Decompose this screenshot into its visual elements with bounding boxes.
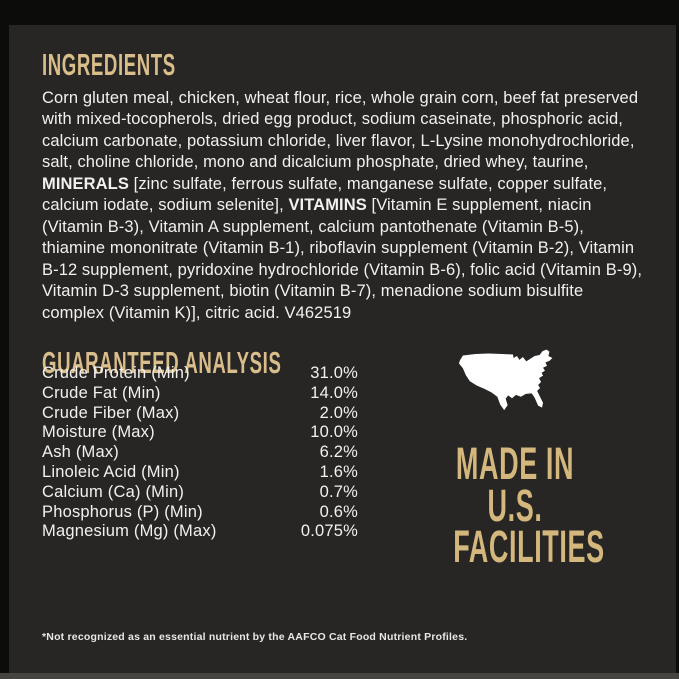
nutrient-label: Moisture (Max) (42, 423, 155, 442)
nutrient-label: Calcium (Ca) (Min) (42, 482, 185, 501)
nutrient-label: Ash (Max) (42, 443, 119, 462)
table-row: Ash (Max) 6.2% (42, 443, 358, 463)
table-row: Crude Fat (Min) 14.0% (42, 384, 358, 404)
nutrient-label: Phosphorus (P) (Min) (42, 502, 203, 521)
nutrient-value: 6.2% (319, 443, 358, 462)
ingredients-segment: Corn gluten meal, chicken, wheat flour, … (42, 88, 639, 172)
nutrient-value: 10.0% (310, 423, 358, 442)
panel-bottom-edge (0, 673, 679, 679)
nutrient-value: 1.6% (319, 462, 358, 481)
ingredients-segment: [zinc sulfate, ferrous sulfate, manganes… (42, 174, 608, 215)
nutrient-label: Crude Protein (Min) (42, 364, 190, 382)
made-in-line: U.S. (487, 479, 543, 531)
ingredients-segment: [Vitamin E supplement, niacin (Vitamin B… (42, 196, 643, 322)
nutrient-value: 0.7% (319, 482, 358, 501)
guaranteed-analysis-heading: GUARANTEED ANALYSIS (42, 344, 282, 380)
made-in-line: MADE IN (455, 438, 575, 489)
guaranteed-analysis-table: Crude Protein (Min) 31.0% Crude Fat (Min) 1… (42, 364, 358, 542)
table-row: Linoleic Acid (Min) 1.6% (42, 463, 358, 483)
ingredients-heading: INGREDIENTS (42, 46, 176, 82)
nutrient-value: 0.075% (300, 522, 358, 541)
table-row: Phosphorus (P) (Min) 0.6% (42, 503, 358, 523)
aafco-footnote: *Not recognized as an essential nutrient… (42, 631, 468, 643)
ingredients-text: Corn gluten meal, chicken, wheat flour, … (42, 88, 646, 325)
nutrient-value: 31.0% (310, 364, 358, 382)
nutrient-label: Crude Fiber (Max) (42, 403, 180, 422)
usa-map-icon (456, 348, 574, 422)
made-in-text: MADE IN U.S. FACILITIES (412, 438, 618, 572)
nutrient-value: 14.0% (310, 383, 358, 402)
nutrient-value: 2.0% (319, 403, 358, 422)
ingredient-group-name: MINERALS (42, 174, 129, 193)
label-background (9, 25, 676, 675)
table-row: Crude Protein (Min) 31.0% (42, 364, 358, 384)
nutrient-label: Magnesium (Mg) (Max) (42, 522, 217, 541)
nutrient-label: Crude Fat (Min) (42, 383, 161, 402)
table-row: Crude Fiber (Max) 2.0% (42, 404, 358, 424)
ingredient-group-name: VITAMINS (288, 196, 367, 214)
nutrient-value: 0.6% (319, 502, 358, 521)
made-in-line: FACILITIES (453, 521, 605, 572)
made-in-us-block: MADE IN U.S. FACILITIES (412, 348, 618, 572)
nutrient-label: Linoleic Acid (Min) (42, 462, 180, 481)
table-row: Calcium (Ca) (Min) 0.7% (42, 483, 358, 503)
table-row: Magnesium (Mg) (Max) 0.075% (42, 522, 358, 542)
table-row: Moisture (Max) 10.0% (42, 423, 358, 443)
